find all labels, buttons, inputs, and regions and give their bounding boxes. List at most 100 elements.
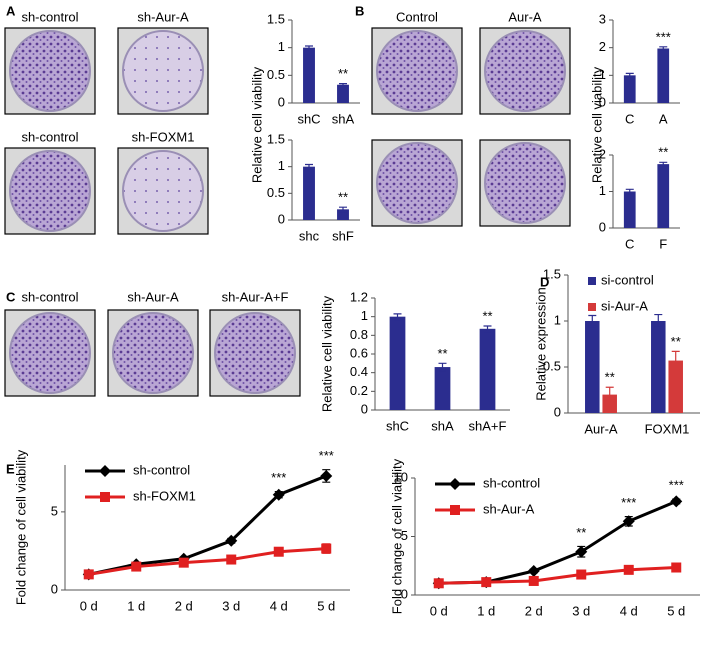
significance: ** [437,346,447,361]
y-tick-label: 0 [599,94,606,109]
axis-line [612,155,680,229]
legend-marker [449,478,461,490]
y-tick-label: 0 [51,581,58,596]
x-tick-label: shc [299,228,320,243]
y-tick-label: 0 [361,401,368,416]
y-tick-label: 1 [599,67,606,82]
line [438,500,677,585]
y-axis-label: Relative cell viability [319,295,334,412]
legend-swatch [588,277,596,285]
significance: *** [271,470,286,485]
point [623,564,634,575]
point [433,578,444,589]
x-tick-label: shA+F [469,418,507,433]
y-tick-label: 1 [599,183,606,198]
y-tick-label: 0.4 [350,364,368,379]
bar [657,164,670,228]
error-bar [659,46,668,51]
bar [479,328,496,410]
y-tick-label: 0.5 [543,358,561,373]
y-tick-label: 5 [51,503,58,518]
y-tick-label: 10 [394,469,408,484]
point [527,565,540,578]
y-tick-label: 0.8 [350,327,368,342]
point [671,562,682,573]
y-tick-label: 5 [401,528,408,543]
x-tick-label: 1 d [477,603,495,618]
line [88,474,327,576]
error-bar [671,350,680,371]
legend-label: sh-FOXM1 [133,488,196,503]
error-bar [588,314,597,328]
significance: ** [658,145,668,160]
error-bar [483,325,492,333]
bar [668,360,683,413]
significance: *** [669,477,684,492]
y-tick-label: 0 [278,94,285,109]
point [225,534,238,547]
bar [657,48,670,103]
axis-line [291,140,360,221]
significance: ** [482,308,492,323]
legend-label: sh-control [483,475,540,490]
y-tick-label: 2 [599,39,606,54]
legend-label: sh-Aur-A [483,501,535,516]
significance: ** [671,334,681,349]
bar [602,394,617,413]
bar [303,47,315,103]
legend-swatch [588,303,596,311]
line [438,566,677,585]
y-tick-label: 0.5 [267,185,285,200]
legend-marker [450,505,460,515]
x-tick-label: 0 d [80,598,98,613]
y-tick-label: 1 [278,39,285,54]
y-tick-label: 1 [554,312,561,327]
error-bar [625,188,634,195]
bar [303,166,315,220]
y-tick-label: 0.5 [267,67,285,82]
significance: ** [338,66,348,81]
y-tick-label: 1 [278,158,285,173]
x-tick-label: 4 d [270,598,288,613]
y-tick-label: 3 [599,11,606,26]
dish-label: sh-Aur-A [127,289,179,304]
significance: *** [319,448,334,463]
point [320,469,333,482]
x-tick-label: A [659,111,668,126]
x-tick-label: shC [386,418,409,433]
point [131,561,142,572]
bar [434,367,451,410]
bar [651,321,666,413]
error-bar [305,45,313,50]
bar [337,209,349,220]
significance: ** [576,525,586,540]
significance: ** [605,370,615,385]
legend-marker [99,465,111,477]
dish-label: sh-Aur-A [137,9,189,24]
dish-label: sh-Aur-A+F [222,289,289,304]
dish-label: sh-FOXM1 [132,129,195,144]
dish-label: sh-control [21,289,78,304]
x-tick-label: 3 d [572,603,590,618]
error-bar [393,313,402,321]
x-tick-label: 0 d [430,603,448,618]
x-tick-label: 4 d [620,603,638,618]
x-tick-label: 1 d [127,598,145,613]
axis-line [291,20,360,104]
y-tick-label: 1.5 [267,11,285,26]
dish [9,312,91,394]
y-axis-label: Fold change of cell viability [13,449,28,605]
panel-letter: E [6,461,15,476]
y-tick-label: 2 [599,146,606,161]
x-tick-label: 5 d [317,598,335,613]
error-bar [625,72,634,78]
bar [623,75,636,103]
error-bar [305,163,313,170]
y-tick-label: 1.5 [543,266,561,281]
y-tick-label: 0.6 [350,345,368,360]
point [481,577,492,588]
bar [337,84,349,103]
dish [214,312,296,394]
legend-label: sh-control [133,462,190,477]
